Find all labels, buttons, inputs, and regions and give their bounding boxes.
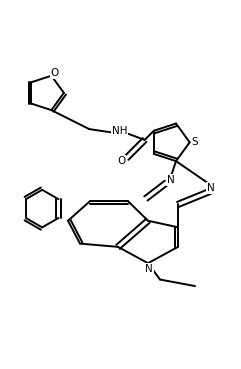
Text: S: S: [192, 137, 198, 147]
Text: O: O: [51, 68, 59, 78]
Text: N: N: [145, 263, 153, 273]
Text: NH: NH: [112, 127, 127, 137]
Text: N: N: [207, 183, 215, 193]
Text: O: O: [117, 156, 125, 166]
Text: N: N: [167, 175, 174, 185]
